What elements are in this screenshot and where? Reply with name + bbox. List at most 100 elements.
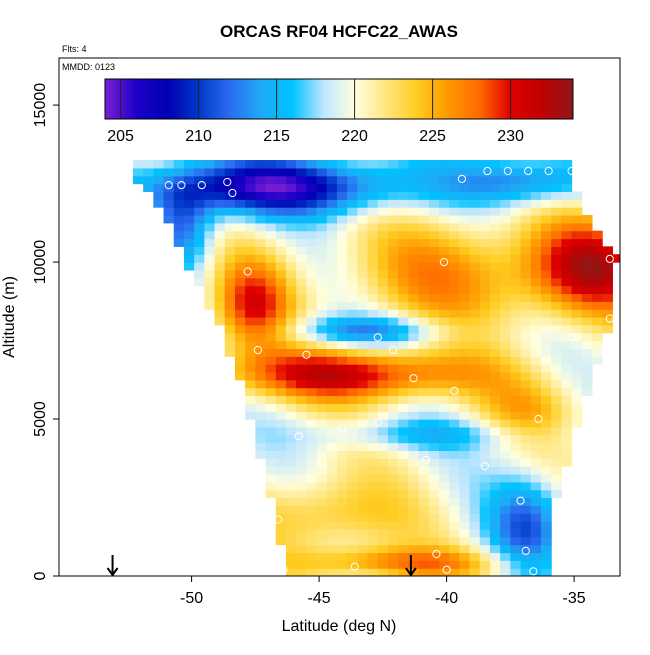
heatmap-cell xyxy=(296,183,307,193)
heatmap-cell xyxy=(418,269,430,279)
heatmap-cell xyxy=(224,160,236,169)
heatmap-cell xyxy=(296,371,307,381)
y-tick-label: 5000 xyxy=(32,401,49,437)
heatmap-cell xyxy=(398,450,409,459)
heatmap-cell xyxy=(489,269,501,279)
heatmap-cell xyxy=(387,230,399,240)
heatmap-cell xyxy=(510,371,522,381)
heatmap-cell xyxy=(214,309,226,318)
heatmap-cell xyxy=(530,254,542,263)
heatmap-cell xyxy=(173,214,185,224)
heatmap-cell xyxy=(438,207,450,216)
heatmap-cell xyxy=(336,450,348,459)
heatmap-cell xyxy=(602,262,613,271)
heatmap-cell xyxy=(357,277,369,287)
heatmap-cell xyxy=(336,285,348,295)
heatmap-cell xyxy=(316,481,328,491)
heatmap-cell xyxy=(469,411,481,420)
heatmap-cell xyxy=(418,552,430,561)
heatmap-cell xyxy=(510,356,522,365)
heatmap-cell xyxy=(336,560,348,569)
heatmap-cell xyxy=(540,458,552,467)
heatmap-cell xyxy=(489,466,501,475)
arrow-head xyxy=(405,567,417,577)
heatmap-cell xyxy=(367,505,379,514)
heatmap-cell xyxy=(194,269,205,279)
heatmap-cell xyxy=(316,395,328,404)
heatmap-cell xyxy=(357,167,369,177)
heatmap-cell xyxy=(367,552,379,561)
heatmap-cell xyxy=(581,379,593,389)
heatmap-cell xyxy=(510,175,522,185)
heatmap-cell xyxy=(571,371,583,381)
heatmap-cell xyxy=(510,301,522,310)
heatmap-cell xyxy=(285,214,297,224)
heatmap-cell xyxy=(377,356,389,365)
heatmap-cell xyxy=(479,175,491,185)
heatmap-cell xyxy=(275,466,287,475)
heatmap-cell xyxy=(449,481,460,491)
heatmap-cell xyxy=(265,199,277,208)
heatmap-cell xyxy=(438,505,450,514)
heatmap-cell xyxy=(428,222,440,232)
heatmap-cell xyxy=(296,568,307,576)
heatmap-cell xyxy=(489,403,501,412)
heatmap-cell xyxy=(377,160,389,169)
heatmap-cell xyxy=(347,238,358,247)
heatmap-cell xyxy=(500,214,511,224)
heatmap-cell xyxy=(306,340,318,349)
heatmap-cell xyxy=(398,199,409,208)
heatmap-cell xyxy=(183,262,195,271)
heatmap-cell xyxy=(500,301,511,310)
heatmap-cell xyxy=(510,230,522,240)
heatmap-cell xyxy=(275,419,287,428)
heatmap-cell xyxy=(408,364,420,373)
heatmap-cell xyxy=(336,332,348,342)
heatmap-cell xyxy=(438,395,450,404)
heatmap-cell xyxy=(204,214,216,224)
heatmap-cell xyxy=(581,332,593,342)
heatmap-cell xyxy=(551,293,562,302)
heatmap-cell xyxy=(306,536,318,546)
heatmap-cell xyxy=(438,528,450,538)
heatmap-cell xyxy=(551,324,562,334)
heatmap-cell xyxy=(489,246,501,255)
heatmap-cell xyxy=(561,246,573,255)
heatmap-cell xyxy=(306,214,318,224)
heatmap-cell xyxy=(285,544,297,554)
heatmap-cell xyxy=(520,238,532,247)
heatmap-cell xyxy=(408,214,420,224)
heatmap-cell xyxy=(520,528,532,538)
heatmap-cell xyxy=(316,473,328,483)
heatmap-cell xyxy=(530,183,542,193)
heatmap-cell xyxy=(418,301,430,310)
heatmap-cell xyxy=(428,246,440,255)
heatmap-cell xyxy=(275,285,287,295)
heatmap-cell xyxy=(438,371,450,381)
heatmap-cell xyxy=(510,348,522,357)
heatmap-cell xyxy=(489,395,501,404)
heatmap-cell xyxy=(520,230,532,240)
heatmap-cell xyxy=(214,301,226,310)
heatmap-cell xyxy=(234,175,246,185)
heatmap-cell xyxy=(438,364,450,373)
heatmap-cell xyxy=(520,473,532,483)
heatmap-cell xyxy=(469,544,481,554)
heatmap-cell xyxy=(418,348,430,357)
heatmap-cell xyxy=(357,458,369,467)
heatmap-cell xyxy=(275,324,287,334)
heatmap-cell xyxy=(306,364,318,373)
heatmap-cell xyxy=(551,214,562,224)
heatmap-cell xyxy=(132,167,144,177)
heatmap-cell xyxy=(551,489,562,499)
heatmap-cell xyxy=(336,379,348,389)
heatmap-cell xyxy=(255,167,267,177)
heatmap-cell xyxy=(357,175,369,185)
heatmap-cell xyxy=(224,238,236,247)
heatmap-cell xyxy=(347,199,358,208)
heatmap-cell xyxy=(469,269,481,279)
heatmap-cell xyxy=(214,230,226,240)
heatmap-cell xyxy=(357,348,369,357)
heatmap-cell xyxy=(173,191,185,200)
